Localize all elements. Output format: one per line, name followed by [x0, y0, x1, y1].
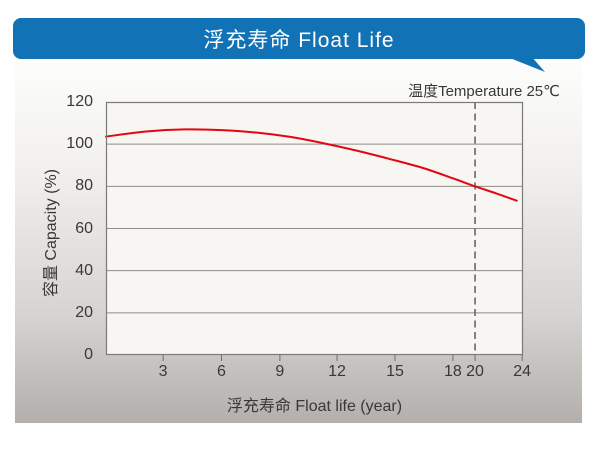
temperature-annotation: 温度Temperature 25℃ — [408, 83, 560, 100]
capacity-curve — [105, 128, 518, 202]
y-tick-label-20: 20 — [75, 303, 93, 321]
chart-title: 浮充寿命 Float Life — [203, 28, 395, 52]
y-tick-label-60: 60 — [75, 219, 93, 237]
chart-plot — [105, 101, 524, 361]
speech-tail-shape — [505, 56, 545, 72]
x-tick-label-9: 9 — [275, 363, 285, 380]
x-tick-label-12: 12 — [328, 363, 346, 380]
x-tick-label-20: 20 — [466, 363, 484, 380]
y-tick-label-40: 40 — [75, 261, 93, 279]
speech-tail-icon — [505, 56, 545, 72]
y-tick-label-120: 120 — [66, 93, 93, 110]
y-tick-label-100: 100 — [66, 135, 93, 153]
x-tick-label-18: 18 — [444, 363, 462, 380]
y-axis-title: 容量 Capacity (%) — [43, 168, 60, 298]
plot-border — [105, 101, 524, 356]
x-tick-label-24: 24 — [513, 363, 532, 380]
x-tick-label-6: 6 — [217, 363, 226, 380]
x-axis-title: 浮充寿命 Float life (year) — [226, 398, 403, 415]
y-tick-label-80: 80 — [75, 177, 93, 195]
y-tick-label-0: 0 — [84, 346, 93, 363]
chart-title-banner: 浮充寿命 Float Life — [13, 18, 585, 59]
chart-panel: 温度Temperature 25℃ 0 20 40 60 80 100 120 3 6 9 12 15… — [15, 62, 582, 423]
x-tick-label-15: 15 — [386, 363, 404, 380]
x-tick-label-3: 3 — [158, 363, 168, 380]
